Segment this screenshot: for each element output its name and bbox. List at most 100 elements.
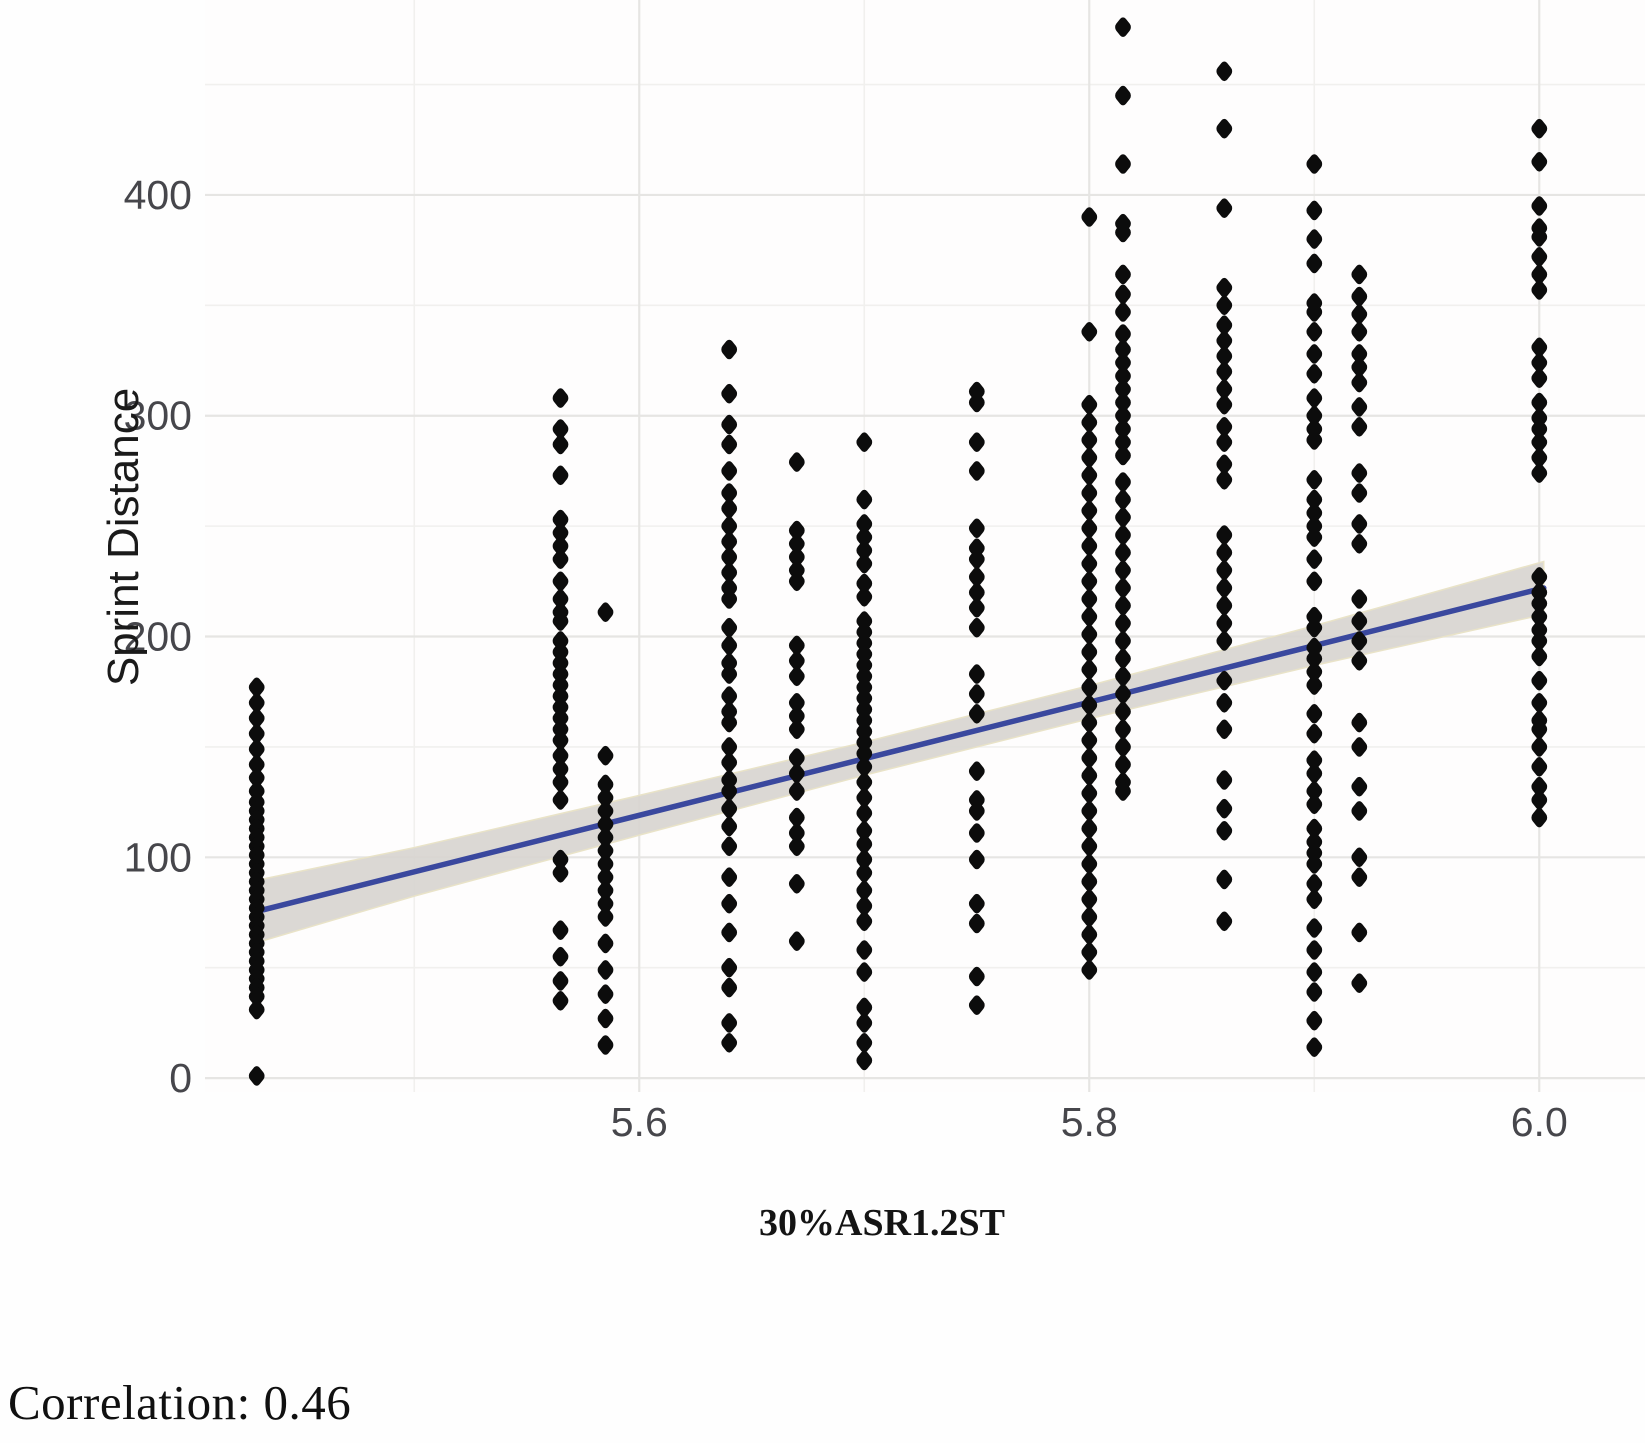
data-point [552, 589, 569, 609]
data-point [552, 772, 569, 792]
data-point [1115, 379, 1131, 399]
data-point [1216, 379, 1233, 399]
data-point [597, 880, 614, 901]
data-point [856, 863, 873, 883]
data-point [968, 823, 985, 843]
data-point [968, 801, 985, 821]
data-point [1351, 973, 1368, 993]
data-point [1306, 388, 1323, 408]
data-point [721, 922, 738, 943]
data-point [597, 840, 614, 861]
data-point [721, 737, 738, 757]
data-point [1081, 207, 1098, 227]
data-point [1306, 405, 1323, 426]
data-point [1081, 924, 1098, 945]
data-point [1531, 567, 1548, 587]
data-point [1306, 675, 1323, 695]
data-point [721, 893, 738, 914]
data-point [1351, 847, 1368, 868]
data-point [788, 534, 805, 554]
data-point [856, 527, 873, 547]
data-point [721, 383, 738, 404]
data-point [552, 790, 569, 810]
data-point [552, 991, 569, 1011]
data-point [1306, 781, 1323, 801]
data-point [1216, 330, 1233, 351]
data-point [1081, 447, 1098, 468]
data-point [1115, 595, 1131, 616]
data-point [1216, 911, 1233, 932]
data-point [721, 562, 738, 583]
data-point [1115, 392, 1131, 413]
data-point [1531, 593, 1548, 614]
data-point [1115, 631, 1131, 651]
data-point [1531, 447, 1548, 468]
data-point [1081, 871, 1098, 892]
y-tick-label: 200 [124, 614, 192, 660]
data-point [1351, 801, 1368, 821]
data-point [1081, 553, 1098, 574]
data-point [1351, 344, 1368, 364]
data-point [1351, 397, 1368, 417]
data-point [1351, 651, 1368, 671]
data-point [1115, 432, 1131, 452]
data-point [856, 880, 873, 901]
data-point [1216, 719, 1233, 740]
data-point [1115, 352, 1131, 373]
data-point [721, 686, 738, 706]
data-point [1531, 631, 1548, 651]
data-point [1531, 280, 1548, 300]
data-point [1115, 525, 1131, 545]
data-point [1081, 483, 1098, 503]
data-point [1351, 922, 1368, 943]
data-point [856, 743, 873, 764]
data-point [1531, 670, 1548, 691]
data-point [1115, 17, 1131, 37]
data-point [1081, 589, 1098, 609]
data-point [597, 960, 614, 980]
x-tick-label: 5.6 [611, 1099, 668, 1145]
data-point [1216, 560, 1233, 581]
data-point [597, 854, 614, 874]
data-point [1115, 684, 1131, 704]
data-point [1306, 940, 1323, 960]
data-point [1081, 695, 1098, 715]
data-point [1081, 818, 1098, 839]
data-point [1306, 503, 1323, 523]
data-point [1306, 648, 1323, 669]
data-point [788, 651, 805, 671]
data-point [1351, 611, 1368, 631]
data-point [856, 997, 873, 1018]
data-point [1115, 472, 1131, 492]
data-point [1306, 430, 1323, 450]
data-point [1216, 417, 1233, 437]
data-point [788, 807, 805, 828]
data-point [1115, 648, 1131, 669]
data-point [1216, 346, 1233, 366]
data-point [1351, 417, 1368, 437]
data-point [1081, 518, 1098, 539]
data-point [1531, 790, 1548, 810]
data-point [968, 761, 985, 781]
data-point [1115, 578, 1131, 598]
data-point [968, 849, 985, 870]
data-point [1306, 854, 1323, 874]
data-point [1351, 357, 1368, 377]
data-point [721, 977, 738, 998]
data-point [721, 836, 738, 857]
data-point [1216, 693, 1233, 713]
data-point [856, 821, 873, 841]
data-point [1306, 229, 1323, 249]
data-point [1531, 776, 1548, 797]
data-point [1306, 154, 1323, 174]
data-point [552, 946, 569, 967]
data-point [552, 849, 569, 870]
data-point [552, 509, 569, 530]
data-point [552, 971, 569, 991]
data-point [552, 419, 569, 439]
data-point [721, 434, 738, 455]
data-point [1081, 500, 1098, 521]
data-point [597, 984, 614, 1004]
data-point [1115, 302, 1131, 322]
data-point [1351, 589, 1368, 609]
